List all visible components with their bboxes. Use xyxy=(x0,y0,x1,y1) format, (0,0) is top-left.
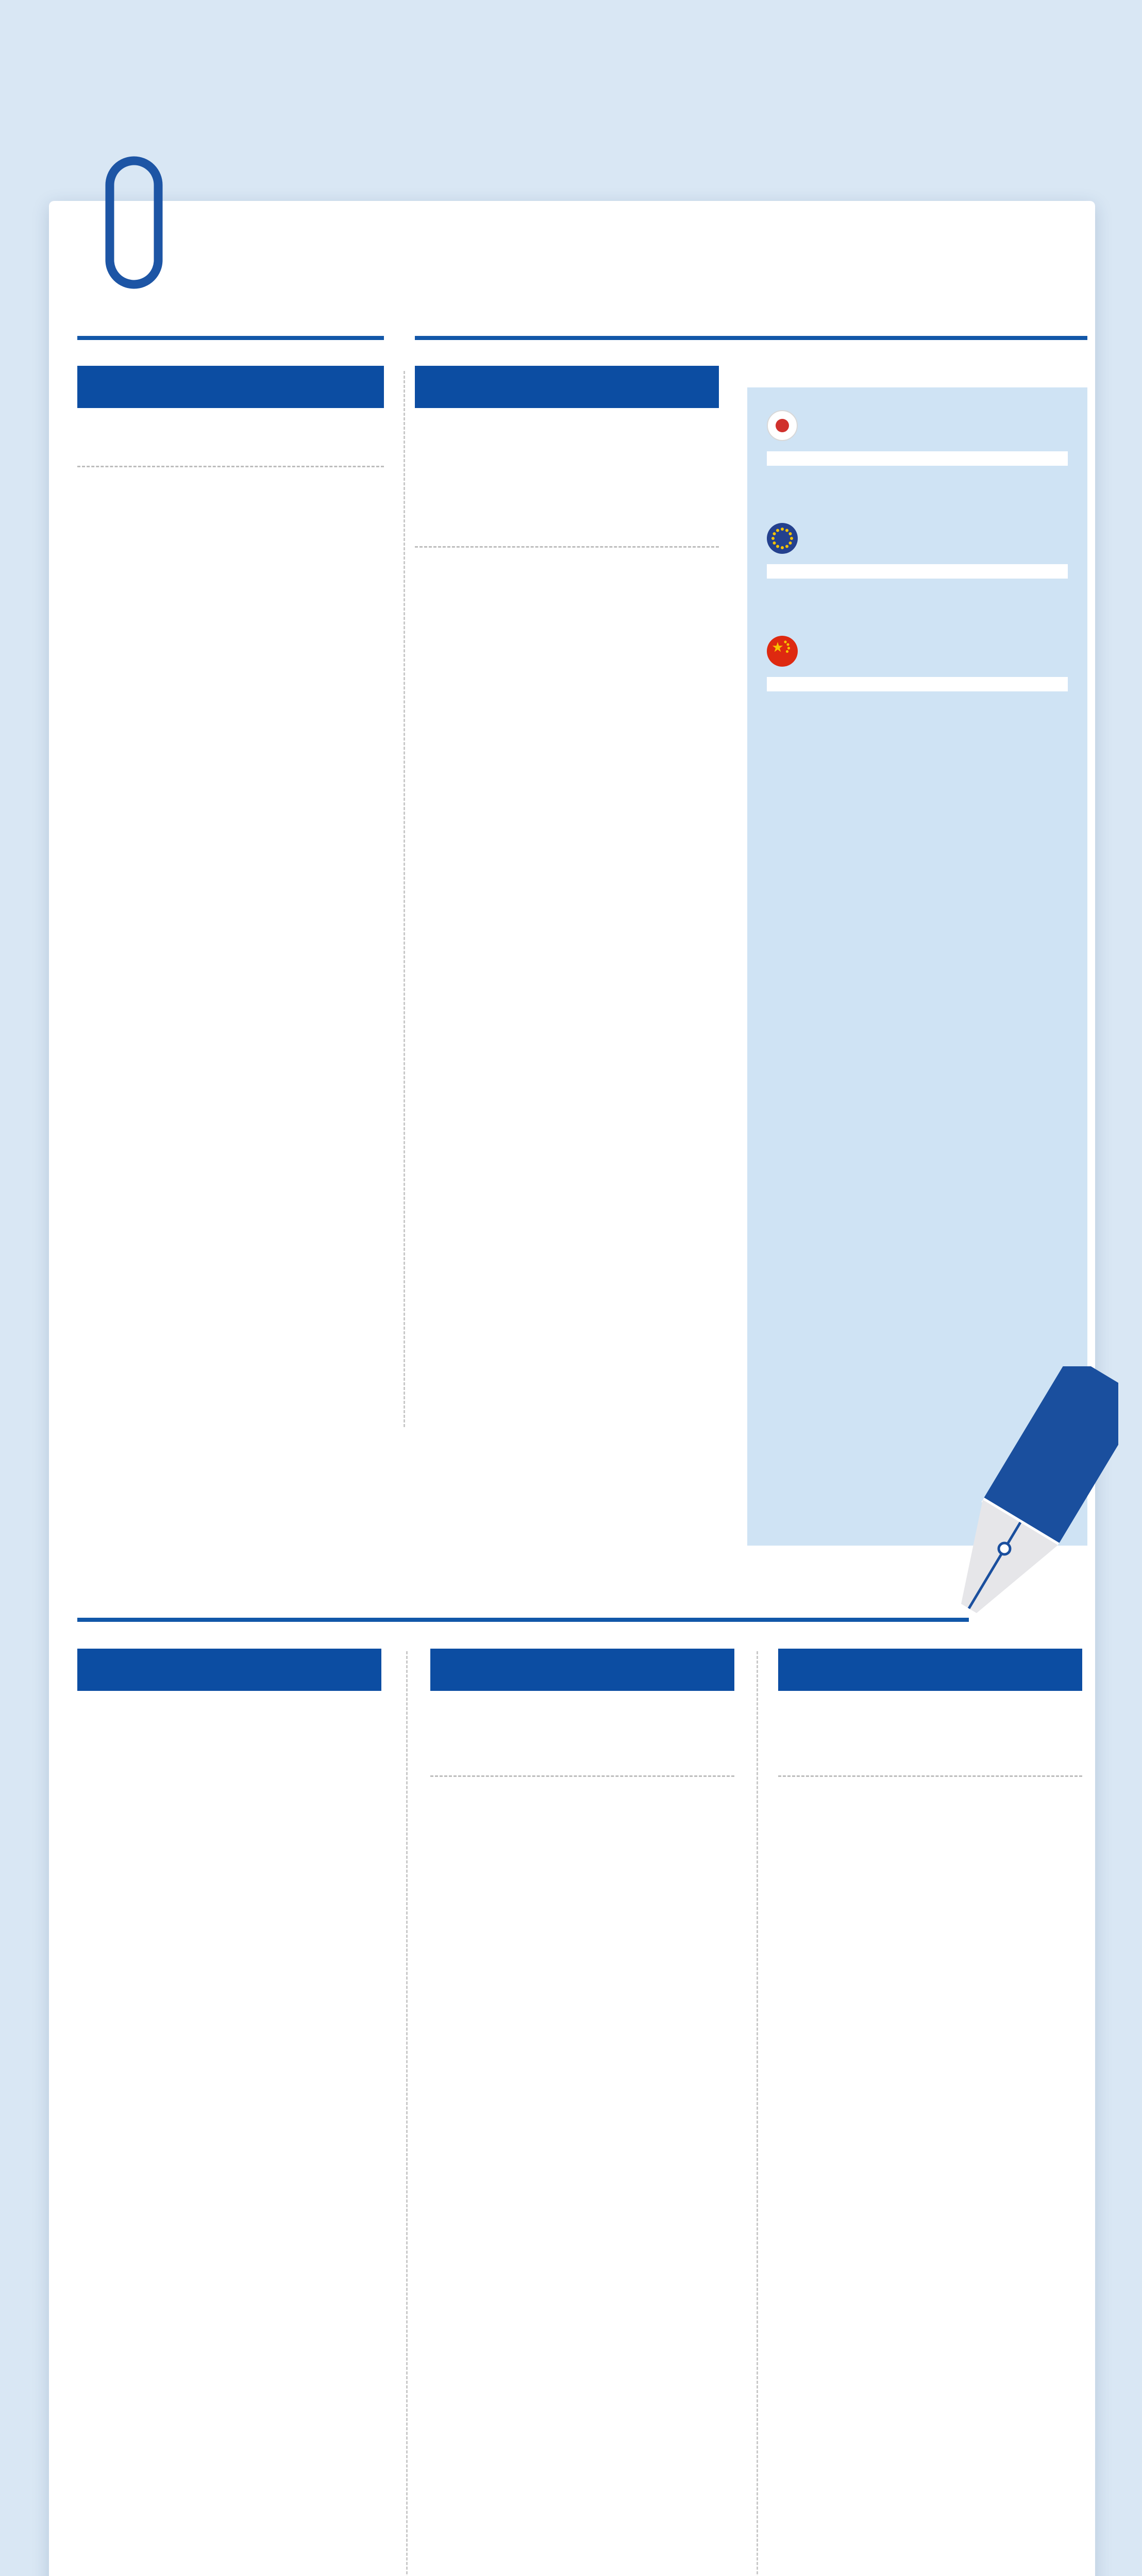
usd-column xyxy=(415,366,719,570)
korea-article xyxy=(77,466,384,490)
usd-note-row xyxy=(415,426,719,443)
dashed-divider xyxy=(415,546,719,548)
paper-sheet xyxy=(49,201,1118,2576)
jpy-note-row xyxy=(767,474,1068,491)
japan-flag-icon xyxy=(767,410,798,441)
production-column xyxy=(77,1649,381,1753)
dashed-divider xyxy=(77,466,384,467)
cny-note-row xyxy=(767,700,1068,717)
jpy-block xyxy=(747,410,1087,491)
usd-header-bar xyxy=(415,366,719,408)
eur-chart-card xyxy=(767,564,1068,579)
small-business-rule xyxy=(77,1618,969,1622)
jpy-chart-card xyxy=(767,451,1068,466)
korea-column xyxy=(77,366,384,490)
exchange-rule xyxy=(415,336,1087,340)
cny-chart-card xyxy=(767,677,1068,691)
eur-title-row xyxy=(767,523,1068,554)
eur-block xyxy=(747,523,1087,604)
dashed-divider xyxy=(778,1775,1082,1777)
employment-column xyxy=(778,1649,1082,1800)
korea-rule xyxy=(77,336,384,340)
exports-header-bar xyxy=(77,366,384,408)
fx-panel xyxy=(747,387,1087,1546)
paperclip-icon xyxy=(101,154,167,294)
column-separator xyxy=(406,1651,408,2576)
employment-header-bar xyxy=(778,1649,1082,1691)
cny-block xyxy=(747,636,1087,717)
jpy-title-row xyxy=(767,410,1068,441)
column-separator xyxy=(404,371,405,1427)
fountain-pen-icon xyxy=(961,1366,1118,1613)
dashed-divider xyxy=(430,1775,734,1777)
operation-article xyxy=(430,1753,734,1800)
exports-note-row xyxy=(77,426,384,443)
production-header-bar xyxy=(77,1649,381,1691)
usd-article xyxy=(415,546,719,570)
column-separator xyxy=(757,1651,758,2576)
employment-article xyxy=(778,1753,1082,1777)
china-flag-icon xyxy=(767,636,798,667)
eu-flag-icon xyxy=(767,523,798,554)
operation-column xyxy=(430,1649,734,1800)
production-source-row xyxy=(77,1713,381,1730)
operation-source-row xyxy=(430,1713,734,1730)
employment-source-row xyxy=(778,1713,1082,1730)
eur-note-row xyxy=(767,587,1068,604)
cny-title-row xyxy=(767,636,1068,667)
operation-header-bar xyxy=(430,1649,734,1691)
